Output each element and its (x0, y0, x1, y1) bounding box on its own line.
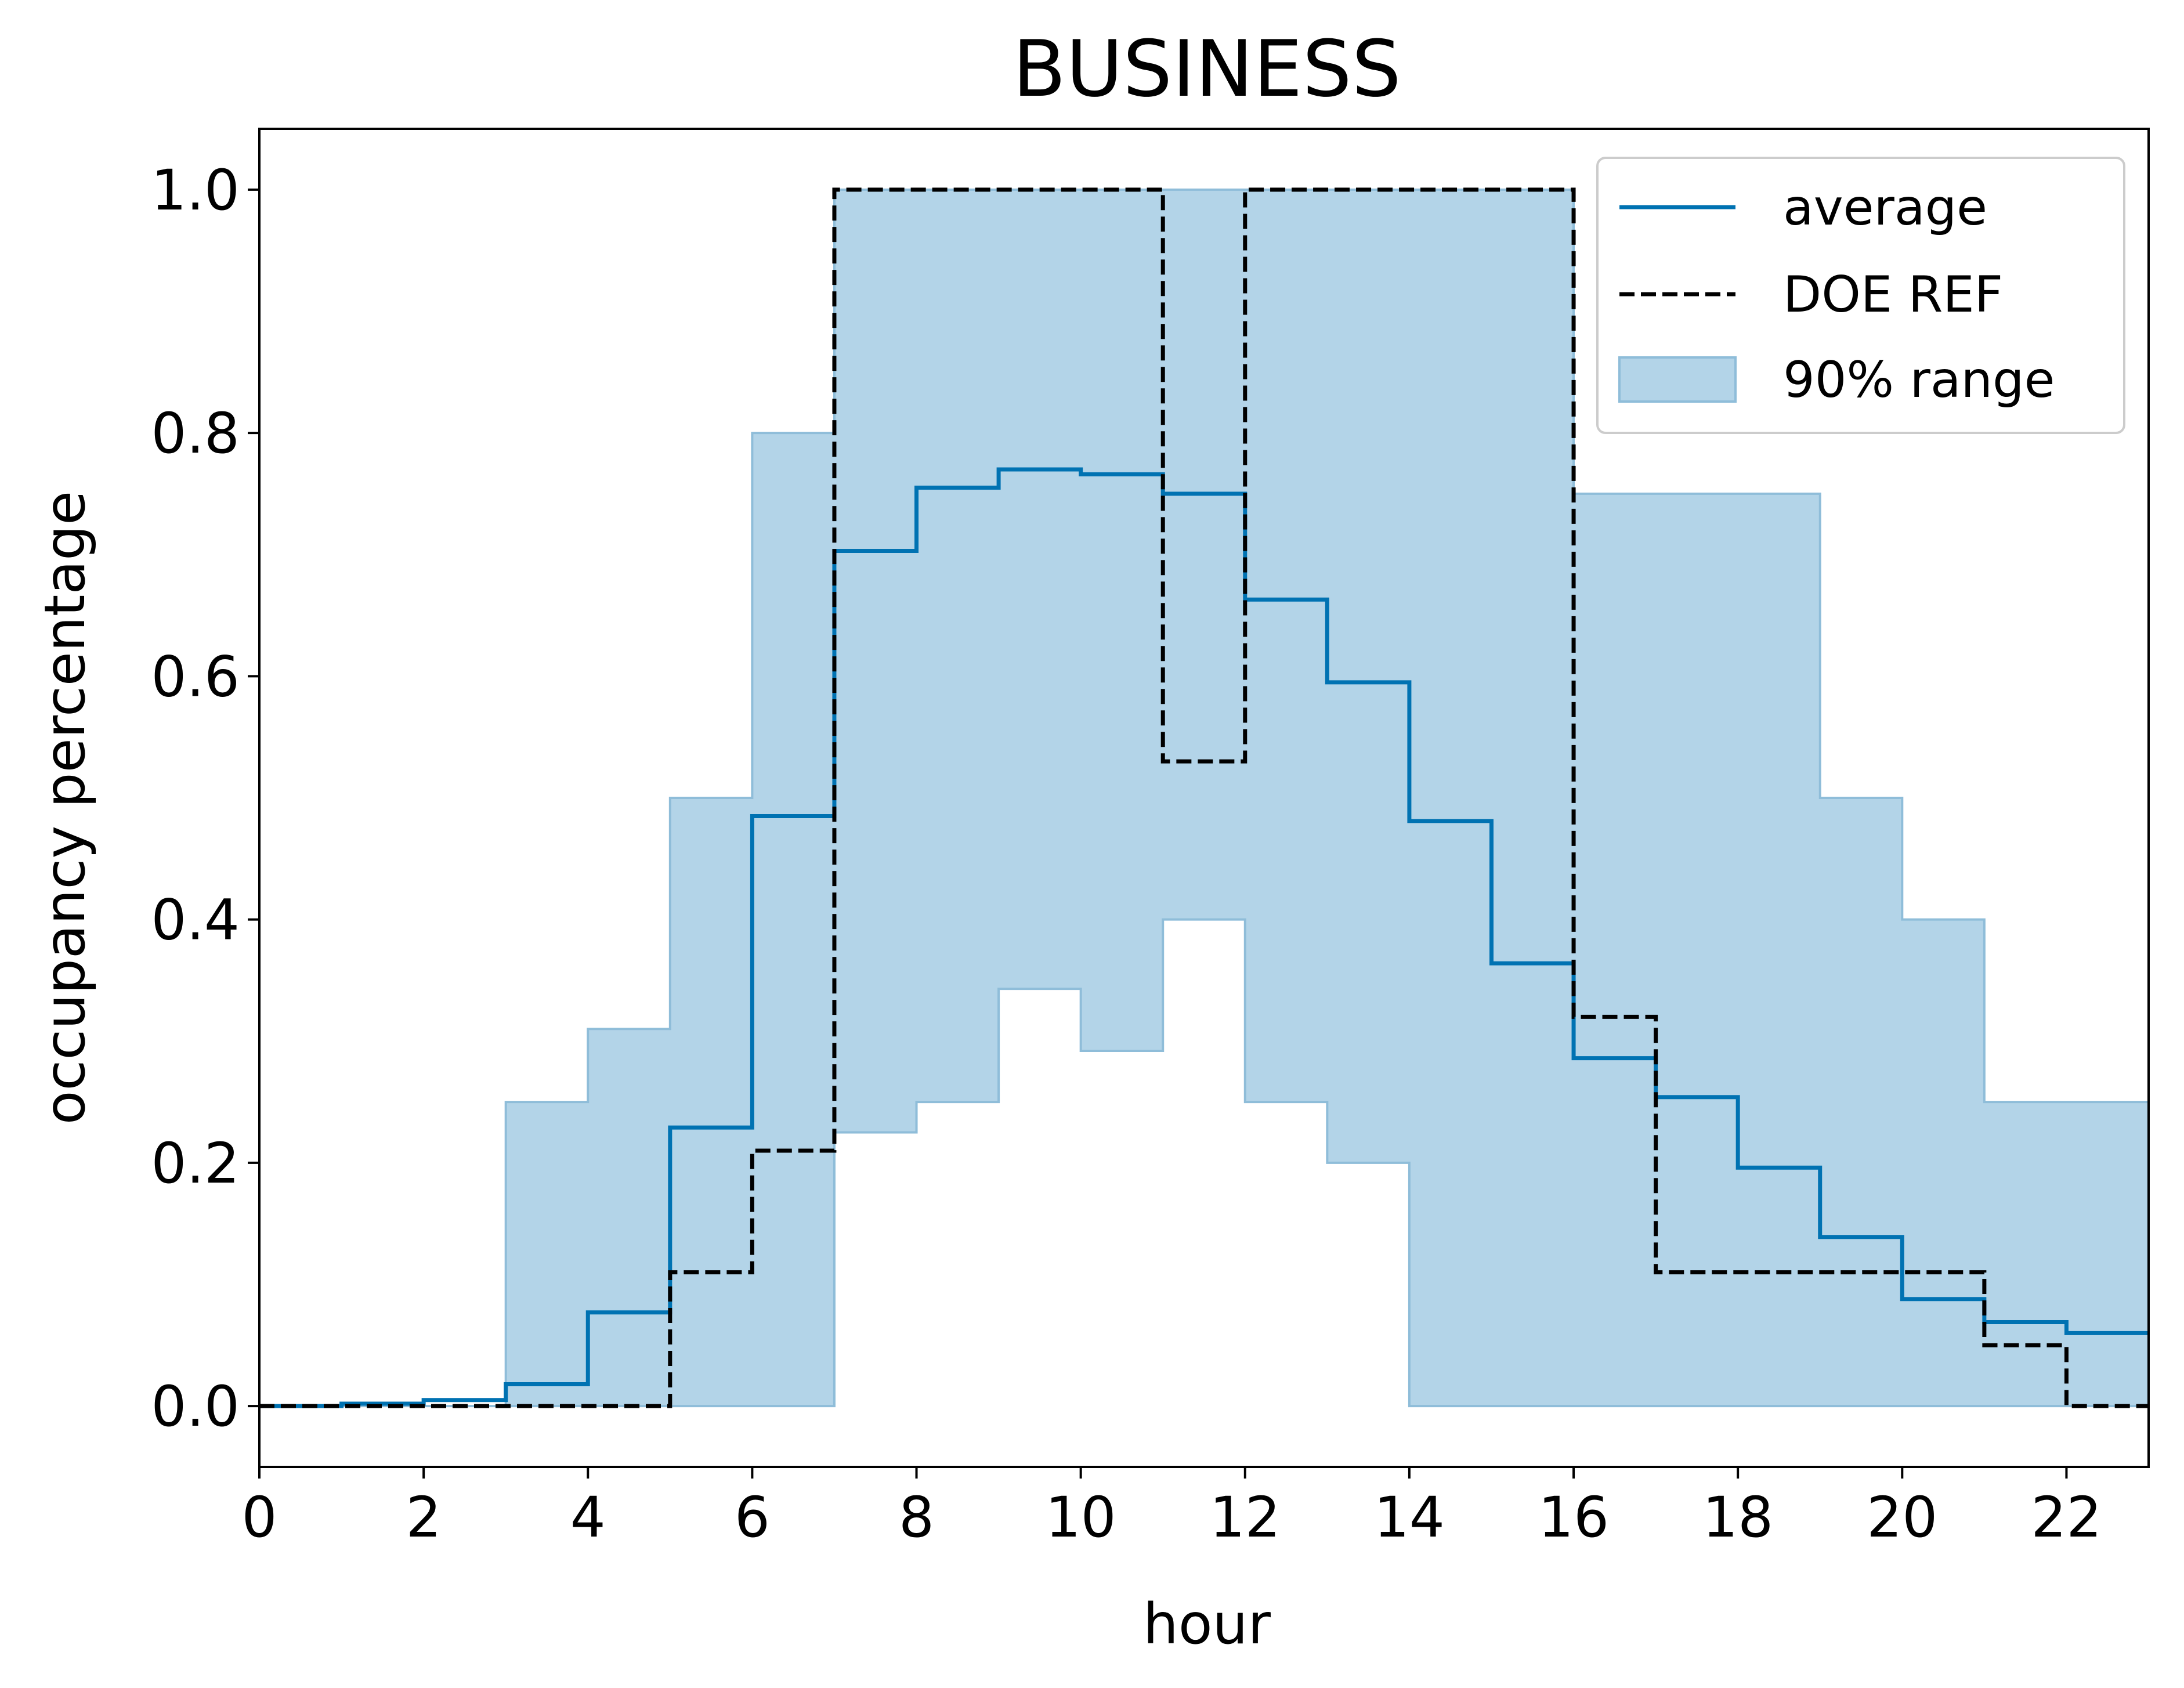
legend: average DOE REF 90% range (1596, 157, 2125, 434)
x-tick-label: 22 (2031, 1485, 2102, 1550)
y-tick-label: 0.4 (151, 888, 240, 953)
x-tick-label: 12 (1210, 1485, 1281, 1550)
legend-swatch-band (1618, 356, 1737, 403)
x-axis-label: hour (1143, 1592, 1271, 1657)
y-tick-label: 0.6 (151, 644, 240, 709)
x-tick-label: 6 (735, 1485, 770, 1550)
series-average-line (259, 467, 2149, 1408)
x-tick-label: 18 (1702, 1485, 1773, 1550)
x-tick-label: 8 (899, 1485, 934, 1550)
x-tick-label: 10 (1046, 1485, 1116, 1550)
legend-label: DOE REF (1783, 266, 2003, 324)
x-axis: 0 2 4 6 8 10 12 14 16 18 20 22 (241, 1467, 2102, 1550)
x-tick-label: 20 (1867, 1485, 1937, 1550)
x-tick-label: 0 (241, 1485, 277, 1550)
plot-area (258, 128, 2150, 1468)
x-tick-label: 16 (1538, 1485, 1609, 1550)
chart-title: BUSINESS (1013, 24, 1401, 114)
legend-label: 90% range (1783, 351, 2055, 409)
band-90-range (259, 188, 2149, 1408)
x-tick-label: 4 (570, 1485, 606, 1550)
x-tick-label: 2 (406, 1485, 442, 1550)
y-axis: 0.0 0.2 0.4 0.6 0.8 1.0 (151, 158, 259, 1439)
y-axis-label: occupancy percentage (32, 491, 97, 1125)
y-tick-label: 1.0 (151, 158, 240, 223)
y-tick-label: 0.2 (151, 1131, 240, 1196)
y-tick-label: 0.0 (151, 1374, 240, 1439)
legend-label: average (1783, 179, 1987, 237)
plot-frame (258, 128, 2150, 1468)
y-tick-label: 0.8 (151, 401, 240, 466)
x-tick-label: 14 (1374, 1485, 1445, 1550)
series-doe-ref-line (259, 187, 2149, 1408)
